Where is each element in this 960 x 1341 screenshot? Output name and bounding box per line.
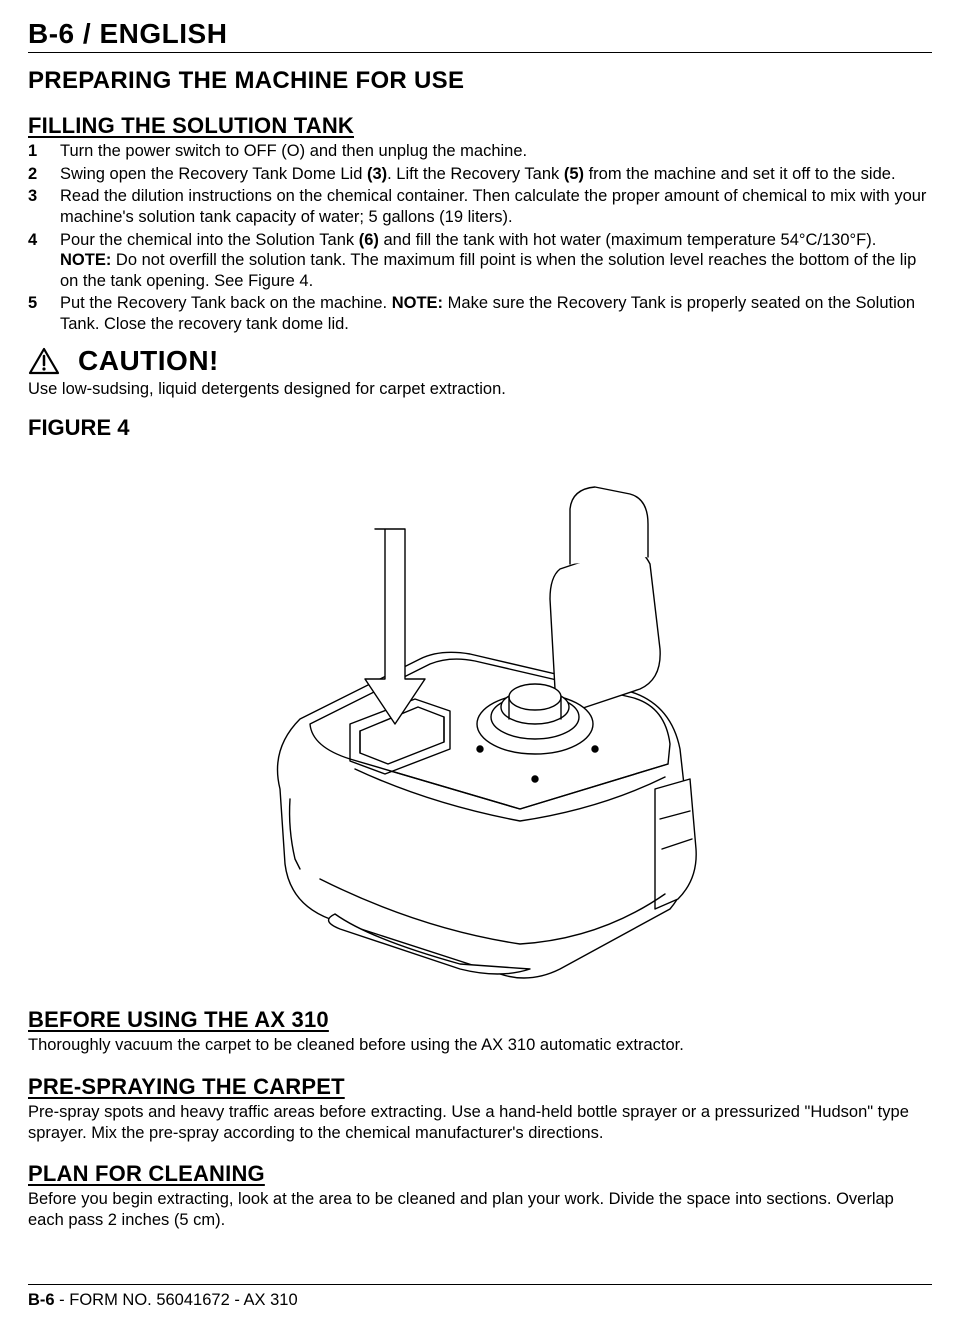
step-5: 5 Put the Recovery Tank back on the mach… [28, 293, 932, 334]
step-number: 5 [28, 293, 60, 334]
step-3: 3 Read the dilution instructions on the … [28, 186, 932, 227]
plan-title: PLAN FOR CLEANING [28, 1161, 932, 1187]
step-1: 1 Turn the power switch to OFF (O) and t… [28, 141, 932, 162]
step-text: Turn the power switch to OFF (O) and the… [60, 141, 932, 162]
before-text: Thoroughly vacuum the carpet to be clean… [28, 1035, 932, 1056]
step-text: Read the dilution instructions on the ch… [60, 186, 932, 227]
prespray-text: Pre-spray spots and heavy traffic areas … [28, 1102, 932, 1143]
plan-text: Before you begin extracting, look at the… [28, 1189, 932, 1230]
caution-text: Use low-sudsing, liquid detergents desig… [28, 379, 932, 400]
before-title: BEFORE USING THE AX 310 [28, 1007, 932, 1033]
step-number: 4 [28, 230, 60, 292]
section-title-preparing: PREPARING THE MACHINE FOR USE [28, 67, 932, 95]
step-number: 3 [28, 186, 60, 227]
filling-title: FILLING THE SOLUTION TANK [28, 113, 932, 139]
figure-label: FIGURE 4 [28, 415, 932, 441]
step-text: Swing open the Recovery Tank Dome Lid (3… [60, 164, 932, 185]
caution-row: CAUTION! [28, 345, 932, 377]
step-2: 2 Swing open the Recovery Tank Dome Lid … [28, 164, 932, 185]
step-4: 4 Pour the chemical into the Solution Ta… [28, 230, 932, 292]
footer-rest: - FORM NO. 56041672 - AX 310 [55, 1291, 298, 1309]
footer: B-6 - FORM NO. 56041672 - AX 310 [28, 1291, 932, 1310]
prespray-title: PRE-SPRAYING THE CARPET [28, 1074, 932, 1100]
page-header: B-6 / ENGLISH [28, 18, 932, 50]
warning-triangle-icon [28, 347, 60, 375]
header-rule [28, 52, 932, 53]
step-text: Put the Recovery Tank back on the machin… [60, 293, 932, 334]
solution-tank-illustration [200, 449, 760, 989]
step-number: 2 [28, 164, 60, 185]
footer-page: B-6 [28, 1291, 55, 1309]
filling-steps: 1 Turn the power switch to OFF (O) and t… [28, 141, 932, 335]
step-text: Pour the chemical into the Solution Tank… [60, 230, 932, 292]
figure-4 [28, 449, 932, 989]
step-number: 1 [28, 141, 60, 162]
footer-rule [28, 1284, 932, 1285]
caution-label: CAUTION! [78, 345, 219, 377]
